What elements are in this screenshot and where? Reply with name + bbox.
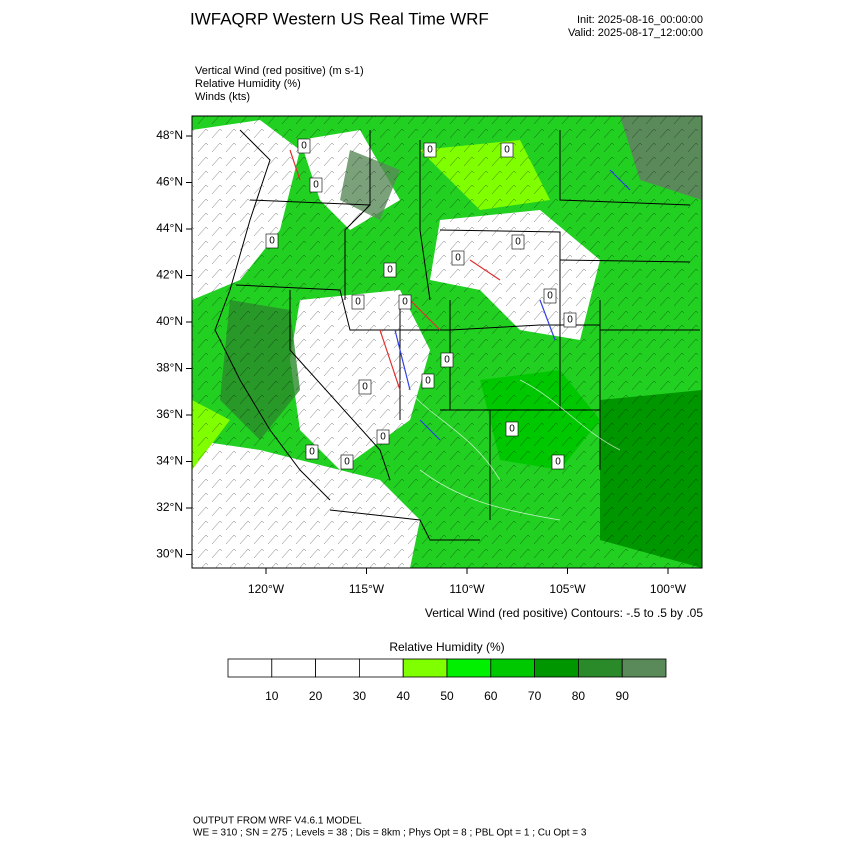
contour-label: 0 [313,180,319,191]
contour-label: 0 [427,145,433,156]
lon-label: 105°W [549,582,586,596]
field-label: Vertical Wind (red positive) (m s-1) [195,65,364,77]
contour-label-box [421,373,435,389]
colorbar-title: Relative Humidity (%) [389,640,504,654]
field-label: Winds (kts) [195,91,250,103]
init-time: Init: 2025-08-16_00:00:00 [577,14,703,26]
contour-label-box [265,233,279,249]
contour-label-box [305,444,319,460]
colorbar-box [446,658,492,678]
contour-label-box [376,429,390,445]
colorbar-box [402,658,448,678]
lat-label: 44°N [156,221,183,235]
colorbar-label: 70 [528,689,542,703]
footer-line: OUTPUT FROM WRF V4.6.1 MODEL [193,816,362,827]
colorbar-box [578,658,623,678]
colorbar-label: 60 [484,689,498,703]
contour-label: 0 [515,237,521,248]
contour-label: 0 [402,297,408,308]
contour-label-box [551,454,565,470]
contour-label: 0 [547,291,553,302]
lat-label: 46°N [156,175,183,189]
lat-label: 34°N [156,454,183,468]
valid-time: Valid: 2025-08-17_12:00:00 [568,27,703,39]
contour-label-box [500,142,514,158]
contour-label-box [505,421,519,437]
lat-label: 48°N [156,128,183,142]
colorbar-box [227,658,273,678]
contour-label: 0 [355,297,361,308]
colorbar-label: 80 [572,689,586,703]
contour-label: 0 [509,424,515,435]
contour-label-box [340,454,354,470]
contour-label: 0 [362,382,368,393]
contour-label-box [451,250,465,266]
title: IWFAQRP Western US Real Time WRF [190,9,489,28]
contour-label-box [351,294,365,310]
lon-label: 110°W [449,582,485,596]
contour-label-box [543,288,557,304]
colorbar-label: 10 [265,689,279,703]
colorbar-label: 30 [353,689,367,703]
colorbar-box [315,658,360,678]
contour-label: 0 [344,457,350,468]
colorbar-box [271,658,316,678]
contour-label: 0 [455,253,461,264]
lon-label: 120°W [248,582,285,596]
colorbar-label: 40 [397,689,411,703]
contour-label: 0 [444,355,450,366]
colorbar-label: 90 [616,689,630,703]
colorbar-label: 20 [309,689,323,703]
map [192,116,702,568]
contour-label-box [440,352,454,368]
lat-label: 38°N [156,361,183,375]
footer-line: WE = 310 ; SN = 275 ; Levels = 38 ; Dis … [193,828,587,839]
contour-label-box [309,177,323,193]
contour-label: 0 [309,447,315,458]
contour-label: 0 [567,315,573,326]
contour-label-box [563,312,577,328]
contour-label: 0 [504,145,510,156]
contour-label: 0 [387,265,393,276]
lon-label: 115°W [349,582,385,596]
lat-label: 36°N [156,407,183,421]
contour-label: 0 [301,141,307,152]
lat-label: 32°N [156,500,183,514]
colorbar-box [534,658,579,678]
colorbar-box [490,658,535,678]
contour-label: 0 [425,376,431,387]
contour-label-box [423,142,437,158]
colorbar-label: 50 [440,689,454,703]
lon-label: 100°W [650,582,687,596]
field-label: Relative Humidity (%) [195,78,301,90]
contour-label: 0 [380,432,386,443]
lat-label: 40°N [156,314,183,328]
map-frame [191,115,703,569]
contour-label-box [383,262,397,278]
contour-label-box [358,379,372,395]
contour-label: 0 [555,457,561,468]
contour-label-box [511,234,525,250]
colorbar-box [621,658,667,678]
lat-label: 30°N [156,547,183,561]
contour-label-box [398,294,412,310]
lat-label: 42°N [156,268,183,282]
contour-note: Vertical Wind (red positive) Contours: -… [425,606,703,620]
contour-label: 0 [269,236,275,247]
contour-label-box [297,138,311,154]
colorbar-box [358,658,404,678]
